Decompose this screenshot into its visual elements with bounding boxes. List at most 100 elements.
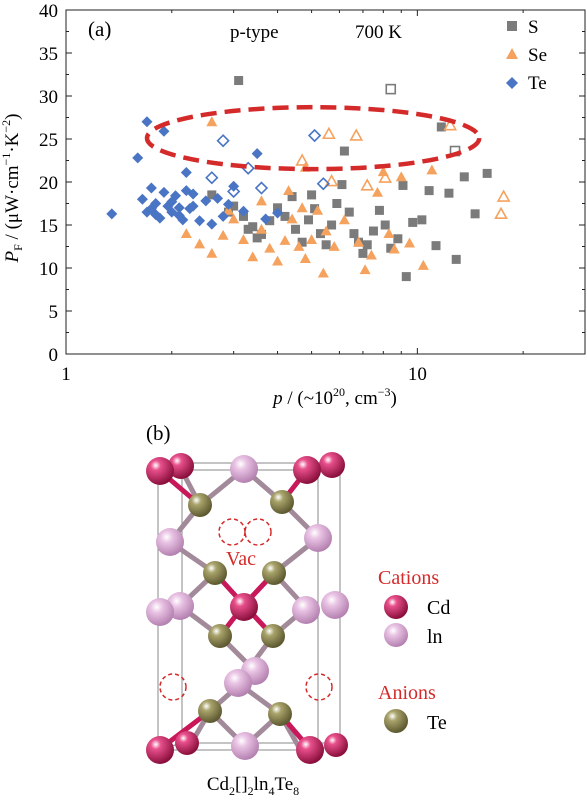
data-point-se <box>217 229 229 240</box>
atom-cd <box>230 593 258 621</box>
annotation-carrier-type: p-type <box>230 22 279 43</box>
data-point-s <box>344 207 354 217</box>
atom-in <box>321 591 349 619</box>
data-point-se <box>322 126 336 140</box>
data-point-s <box>234 76 244 86</box>
data-point-s <box>280 211 290 221</box>
data-point-te <box>206 218 218 230</box>
atom-cd <box>146 457 174 485</box>
legend-cd-label: Cd <box>427 597 450 619</box>
structure-legend: Cations Cd ln Anions Te <box>378 567 450 734</box>
atom-cd <box>319 452 345 478</box>
data-point-s <box>444 188 454 198</box>
data-point-s <box>374 205 384 215</box>
data-point-s <box>243 224 253 234</box>
data-point-se <box>317 267 329 278</box>
highlight-ellipse-group <box>144 104 482 172</box>
data-point-s <box>459 172 469 182</box>
data-point-te <box>141 116 153 128</box>
atom-in <box>292 596 320 624</box>
data-point-se <box>194 238 206 249</box>
data-point-te <box>254 181 269 195</box>
data-point-te <box>200 195 212 207</box>
data-point-s <box>315 229 325 239</box>
data-point-te <box>145 203 157 215</box>
data-point-te <box>180 167 192 179</box>
legend-marker-s <box>507 21 517 31</box>
atom-cd <box>175 731 199 755</box>
atom-cd <box>168 453 194 479</box>
data-point-s <box>398 180 408 190</box>
atom-in <box>304 524 332 552</box>
vacancy-sites <box>159 518 333 701</box>
atom-cd <box>296 736 324 764</box>
x-tick-label: 10 <box>408 364 427 385</box>
data-point-se <box>237 234 249 245</box>
data-point-s <box>401 272 411 282</box>
formula-caption: Cd2[]2ln4Te8 <box>207 774 299 798</box>
annotation-temperature: 700 K <box>355 22 402 43</box>
data-point-se <box>378 170 393 183</box>
y-tick-label: 0 <box>49 345 59 366</box>
data-point-se <box>299 253 311 263</box>
data-point-se <box>338 214 350 225</box>
legend-label-te: Te <box>528 73 547 94</box>
atoms <box>146 452 349 764</box>
atom-te <box>203 561 227 585</box>
data-point-te <box>307 128 322 143</box>
data-point-te <box>145 182 157 194</box>
data-point-s <box>408 217 418 227</box>
y-tick-label: 15 <box>39 216 58 237</box>
data-point-s <box>310 204 320 214</box>
atom-te <box>270 490 294 514</box>
x-axis: 1 10 <box>61 10 586 385</box>
data-point-s <box>337 180 347 190</box>
data-point-s <box>291 224 301 234</box>
data-point-se <box>180 228 192 238</box>
data-point-te <box>316 177 330 191</box>
data-point-te <box>187 200 199 212</box>
data-point-se <box>404 237 416 248</box>
atom-te <box>198 699 222 723</box>
data-point-se <box>383 228 395 238</box>
data-point-s <box>386 243 396 253</box>
data-point-se <box>360 178 375 191</box>
data-point-s <box>252 233 262 243</box>
data-point-s <box>417 215 427 225</box>
data-point-te <box>272 207 284 219</box>
in-icon <box>384 623 408 647</box>
y-tick-label: 5 <box>49 302 59 323</box>
data-point-te <box>227 184 241 199</box>
data-point-s <box>248 222 258 232</box>
atom-te <box>208 624 232 648</box>
vacancy-circle <box>305 673 333 701</box>
data-point-te <box>132 152 144 164</box>
data-point-te <box>194 215 206 227</box>
data-point-te <box>173 210 185 222</box>
vacancy-circle <box>218 518 246 546</box>
data-point-se <box>272 255 284 266</box>
data-point-se <box>395 171 407 182</box>
plot-frame <box>65 9 586 355</box>
vacancy-circle <box>244 518 272 546</box>
data-point-te <box>217 210 229 222</box>
data-point-s <box>349 229 359 239</box>
data-point-te <box>251 148 263 160</box>
data-point-s <box>470 209 480 219</box>
data-point-se <box>255 195 267 206</box>
atom-in <box>156 528 184 556</box>
data-point-s <box>339 146 349 156</box>
legend-marker-te <box>506 77 518 89</box>
atom-cd <box>146 736 174 764</box>
data-point-se <box>206 116 218 127</box>
data-points <box>106 76 511 282</box>
legend-in-label: ln <box>427 626 443 648</box>
y-tick-label: 40 <box>39 1 58 22</box>
data-point-s <box>424 186 434 196</box>
y-tick-label: 20 <box>39 173 58 194</box>
x-tick-label: 1 <box>61 364 71 385</box>
data-point-te <box>205 171 219 185</box>
data-point-se <box>264 242 276 253</box>
data-point-se <box>417 259 429 270</box>
legend-label-se: Se <box>528 45 547 66</box>
